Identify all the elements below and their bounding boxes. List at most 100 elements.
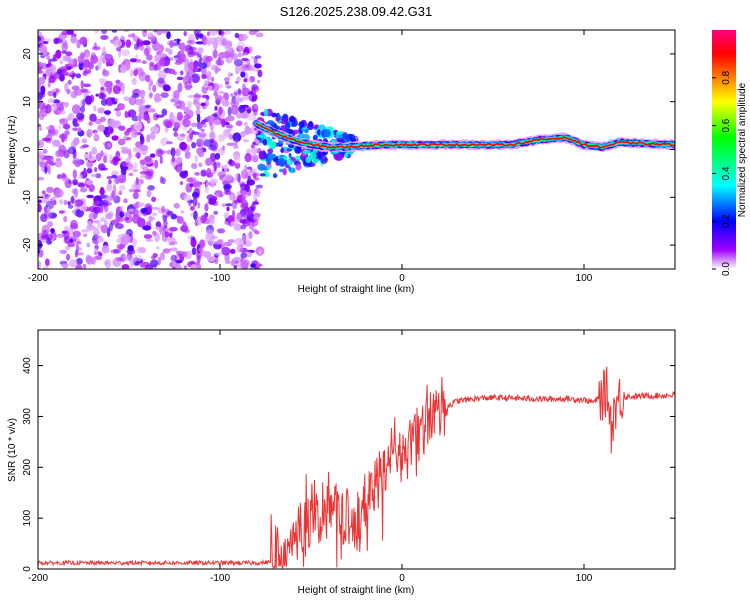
colorbar-label: Normalized spectral amplitude [737,82,748,217]
spectrogram-noise-blob [100,86,104,91]
spectrogram-noise-blob [51,102,57,112]
spectrogram-noise-blob [187,94,194,99]
spectrogram-noise-blob [119,205,124,212]
spectrogram-noise-blob [190,264,198,269]
spectrogram-noise-blob [169,226,178,232]
spectrogram-noise-blob [161,108,168,116]
spectrogram-noise-blob [75,258,83,265]
spectrogram-noise-blob [139,262,146,268]
spectrogram-transition-blob [280,118,289,125]
spectrogram-noise-blob [57,123,62,132]
spectrogram-noise-blob [193,94,202,98]
spectrogram-noise-blob [219,83,223,89]
spectrogram-noise-blob [197,202,201,209]
spectrogram-transition-blob [267,148,274,154]
spectrogram-transition-blob [275,117,281,122]
spectrogram-noise-blob [53,72,58,80]
spectrogram-noise-blob [248,95,253,101]
spectrogram-noise-blob [197,47,204,55]
spectrogram-transition-blob [278,157,286,167]
spectrogram-noise-blob [101,245,110,254]
spectrogram-noise-blob [208,120,213,126]
spectrogram-noise-blob [159,155,163,165]
spectrogram-noise-blob [135,177,139,186]
spectrogram-noise-blob [148,64,155,71]
spectrogram-noise-blob [252,67,260,72]
spectrogram-noise-blob [120,166,127,176]
spectrogram-noise-blob [180,210,185,214]
spectrogram-noise-blob [149,131,156,141]
spectrogram-noise-blob [198,137,208,141]
spectrogram-noise-blob [85,179,93,186]
spectrogram-noise-blob [156,246,160,251]
spectrogram-x-tick-label: -200 [28,273,48,284]
spectrogram-noise-blob [189,76,193,82]
snr-x-tick-label: 100 [576,573,593,584]
spectrogram-noise-blob [200,169,207,177]
spectrogram-noise-blob [240,203,248,210]
spectrogram-transition-blob [278,168,284,173]
spectrogram-noise-blob [188,202,192,207]
spectrogram-noise-blob [51,196,56,201]
spectrogram-noise-blob [195,41,205,45]
spectrogram-noise-blob [241,190,248,199]
spectrogram-noise-blob [194,110,201,115]
spectrogram-noise-blob [70,196,75,204]
spectrogram-noise-blob [151,196,157,202]
spectrogram-y-tick-label: -20 [22,237,33,252]
spectrogram-noise-blob [116,243,126,250]
spectrogram-noise-blob [161,177,166,185]
spectrogram-noise-blob [38,31,42,37]
spectrogram-noise-blob [41,238,47,243]
spectrogram-noise-blob [63,176,69,183]
spectrogram-noise-blob [45,258,50,266]
spectrogram-noise-blob [42,137,51,142]
spectrogram-noise-blob [80,105,86,113]
spectrogram-transition-blob [286,148,293,152]
spectrogram-noise-blob [240,111,250,119]
spectrogram-noise-blob [179,141,188,151]
spectrogram-noise-blob [54,188,64,198]
spectrogram-noise-blob [234,92,238,96]
spectrogram-transition-blob [267,152,274,161]
spectrogram-noise-blob [115,223,124,230]
spectrogram-noise-blob [241,234,251,242]
spectrogram-noise-blob [196,121,203,130]
spectrogram-noise-blob [41,76,46,84]
spectrogram-noise-blob [115,110,122,117]
spectrogram-noise-blob [227,58,234,63]
spectrogram-noise-blob [165,141,173,145]
spectrogram-noise-blob [125,39,131,48]
spectrogram-noise-blob [166,31,171,40]
spectrogram-noise-blob [74,249,79,258]
spectrogram-noise-blob [198,162,203,168]
spectrogram-noise-blob [217,171,227,178]
spectrogram-noise-blob [193,60,197,70]
snr-series-line [38,366,675,569]
spectrogram-noise-blob [38,83,42,91]
spectrogram-noise-blob [246,108,252,113]
spectrogram-noise-blob [214,105,218,111]
spectrogram-noise-blob [230,104,239,115]
spectrogram-noise-blob [94,30,99,34]
spectrogram-transition-blob [288,166,292,172]
spectrogram-noise-blob [213,91,218,97]
spectrogram-noise-blob [196,113,201,123]
spectrogram-transition-blob [304,129,309,134]
spectrogram-transition-blob [294,155,302,161]
spectrogram-noise-blob [56,174,63,180]
spectrogram-noise-blob [121,84,125,95]
spectrogram-transition-blob [312,134,318,142]
spectrogram-transition-blob [276,143,282,147]
snr-y-tick-label: 100 [22,509,33,526]
spectrogram-noise-blob [117,138,126,146]
spectrogram-noise-blob [224,190,232,196]
spectrogram-noise-blob [132,168,139,173]
spectrogram-noise-blob [254,230,260,235]
spectrogram-noise-blob [225,85,232,89]
spectrogram-transition-blob [295,163,302,171]
spectrogram-noise-blob [47,221,53,228]
spectrogram-noise-blob [192,197,198,207]
spectrogram-noise-blob [237,52,242,58]
spectrogram-noise-blob [173,89,180,100]
